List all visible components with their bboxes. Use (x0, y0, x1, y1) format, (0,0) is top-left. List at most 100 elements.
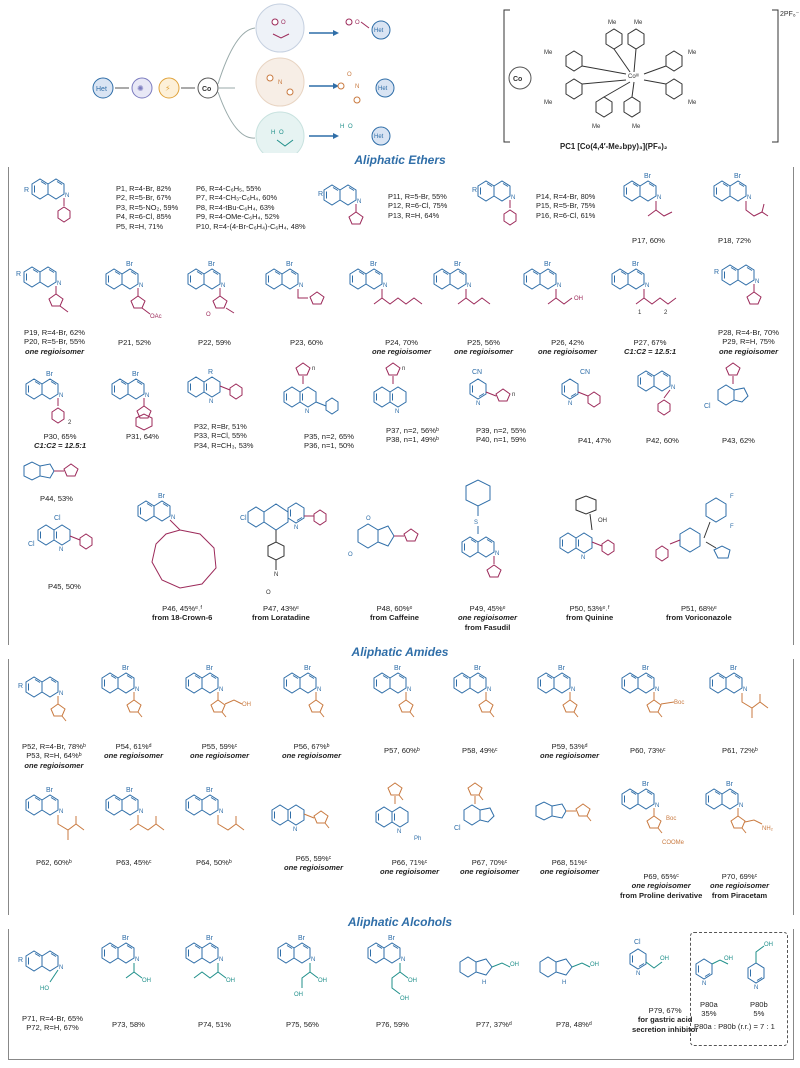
svg-text:O: O (355, 20, 360, 26)
svg-text:Br: Br (394, 665, 402, 672)
label-p50: P50, 53%ᵉ˒ᶠ from Quinine (566, 604, 614, 623)
list-p6-p10: P6, R=4-C₆H₅, 55% P7, R=4-CH₃-C₆H₄, 60% P8… (196, 184, 306, 231)
label-p76: P76, 59% (376, 1020, 409, 1029)
svg-text:Br: Br (126, 261, 134, 268)
label-p66: P66, 71%ᶜ one regioisomer (380, 858, 440, 877)
label-p70: P70, 69%ᶜ one regioisomer from Piracetam (710, 872, 770, 900)
het-label: Het (96, 86, 107, 93)
molecule-p19-p20: R (16, 266, 69, 313)
molecule-p24: Br (349, 261, 423, 305)
svg-text:H: H (482, 980, 486, 986)
svg-text:R: R (714, 269, 719, 276)
svg-text:OH: OH (660, 956, 669, 962)
label-p47: P47, 43%ᵉ from Loratadine (252, 604, 310, 623)
molecule-p42 (637, 370, 676, 416)
molecule-p31: Br (111, 371, 153, 431)
svg-text:N: N (355, 84, 359, 90)
label-p68: P68, 51%ᶜ one regioisomer (540, 858, 600, 877)
molecule-p78: H OH (539, 956, 599, 986)
svg-text:NH₂: NH₂ (762, 826, 774, 832)
molecule-p37-p38: n (373, 362, 407, 416)
svg-text:Me: Me (592, 124, 601, 130)
molecule-p55: Br OH (185, 665, 251, 718)
svg-text:✺: ✺ (137, 84, 144, 93)
svg-text:Br: Br (206, 935, 214, 942)
svg-text:2: 2 (664, 310, 668, 316)
svg-text:OH: OH (400, 996, 409, 1002)
molecule-p70: Br NH₂ (705, 781, 774, 834)
svg-text:O: O (348, 552, 353, 558)
svg-text:N: N (274, 572, 278, 578)
molecule-p50: OH (559, 495, 615, 562)
molecule-p77: H OH (459, 956, 519, 986)
svg-text:O: O (279, 130, 284, 136)
svg-text:OH: OH (142, 978, 151, 984)
molecule-p45: Cl Cl (28, 515, 93, 554)
molecule-p64: Br (185, 787, 245, 831)
svg-text:OH: OH (724, 956, 733, 962)
svg-text:Br: Br (734, 173, 742, 180)
label-p27: P27, 67% C1:C2 = 12.5:1 (624, 338, 677, 357)
svg-text:Cl: Cl (634, 939, 641, 946)
molecule-p11-p13: R (318, 184, 364, 225)
label-p22: P22, 59% (198, 338, 231, 347)
svg-text:O: O (348, 124, 353, 130)
svg-text:Br: Br (730, 665, 738, 672)
label-p69: P69, 65%ᶜ one regioisomer from Proline der… (620, 872, 703, 900)
svg-text:Coᴵᴵᴵ: Coᴵᴵᴵ (628, 73, 639, 80)
molecule-p17: Br (623, 173, 673, 217)
label-p79: P79, 67% for gastric acid secretion inhi… (632, 1006, 699, 1034)
svg-text:n: n (512, 392, 515, 398)
svg-text:Br: Br (158, 493, 166, 500)
svg-text:S: S (474, 520, 478, 526)
molecule-p48: O O (348, 516, 419, 558)
section-alcohols-title: Aliphatic Alcohols (339, 915, 461, 929)
molecule-p57: Br (373, 665, 415, 718)
svg-text:Boc: Boc (674, 700, 684, 706)
svg-text:OH: OH (318, 978, 327, 984)
label-p37-p38: P37, n=2, 56%ᵇ P38, n=1, 49%ᵇ (386, 426, 439, 445)
molecule-p1-p5: R (24, 178, 71, 223)
svg-text:Br: Br (126, 787, 134, 794)
svg-text:R: R (18, 683, 23, 690)
svg-text:Cl: Cl (54, 515, 61, 522)
label-p74: P74, 51% (198, 1020, 231, 1029)
svg-text:R: R (16, 271, 21, 278)
svg-text:OH: OH (408, 978, 417, 984)
svg-text:Br: Br (122, 935, 130, 942)
molecule-p61: Br (709, 665, 769, 718)
list-p11-p13: P11, R=5-Br, 55% P12, R=6-Cl, 75% P13, R=H… (388, 192, 448, 220)
svg-text:OH: OH (242, 702, 251, 708)
molecule-p43: Cl (704, 362, 749, 410)
svg-text:Me: Me (608, 20, 617, 26)
molecule-p47: Cl N O (240, 502, 327, 596)
svg-text:Cl: Cl (240, 515, 247, 522)
molecule-p32-p34: R (187, 369, 243, 406)
molecule-p27: Br 1 2 (611, 261, 677, 316)
svg-text:Cl: Cl (28, 541, 35, 548)
molecule-p62: Br (25, 787, 85, 840)
molecule-p68 (535, 801, 592, 822)
svg-text:1: 1 (638, 310, 642, 316)
label-p80b: P80b 5% (750, 1000, 768, 1019)
svg-text:COOMe: COOMe (662, 840, 685, 846)
molecule-p51: F F (655, 494, 734, 562)
svg-text:Co: Co (513, 76, 522, 83)
section-amides-title: Aliphatic Amides (343, 645, 457, 659)
molecule-p23: Br (265, 261, 325, 305)
molecule-p66: Ph (375, 782, 421, 842)
molecule-p14-p16: R (472, 180, 517, 226)
label-p26: P26, 42% one regioisomer (538, 338, 598, 357)
label-p28-p29: P28, R=4-Br, 70% P29, R=H, 75% one regiois… (718, 328, 779, 356)
molecule-p44 (23, 461, 79, 481)
label-p71-p72: P71, R=4-Br, 65% P72, R=H, 67% (22, 1014, 83, 1033)
svg-text:Br: Br (208, 261, 216, 268)
label-p31: P31, 64% (126, 432, 159, 441)
svg-text:n: n (312, 366, 315, 372)
label-p67: P67, 70%ᶜ one regioisomer (460, 858, 520, 877)
svg-text:H: H (562, 980, 566, 986)
list-p14-p16: P14, R=4-Br, 80% P15, R=5-Br, 75% P16, R=6… (536, 192, 596, 220)
molecule-p46: Br (137, 493, 217, 589)
svg-text:Br: Br (474, 665, 482, 672)
